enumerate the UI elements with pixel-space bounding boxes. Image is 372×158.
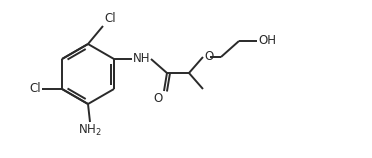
Text: O: O <box>154 92 163 105</box>
Text: NH: NH <box>133 52 151 66</box>
Text: NH$_2$: NH$_2$ <box>78 123 102 138</box>
Text: Cl: Cl <box>104 12 116 25</box>
Text: OH: OH <box>258 34 276 48</box>
Text: Cl: Cl <box>29 82 41 95</box>
Text: O: O <box>204 51 213 64</box>
